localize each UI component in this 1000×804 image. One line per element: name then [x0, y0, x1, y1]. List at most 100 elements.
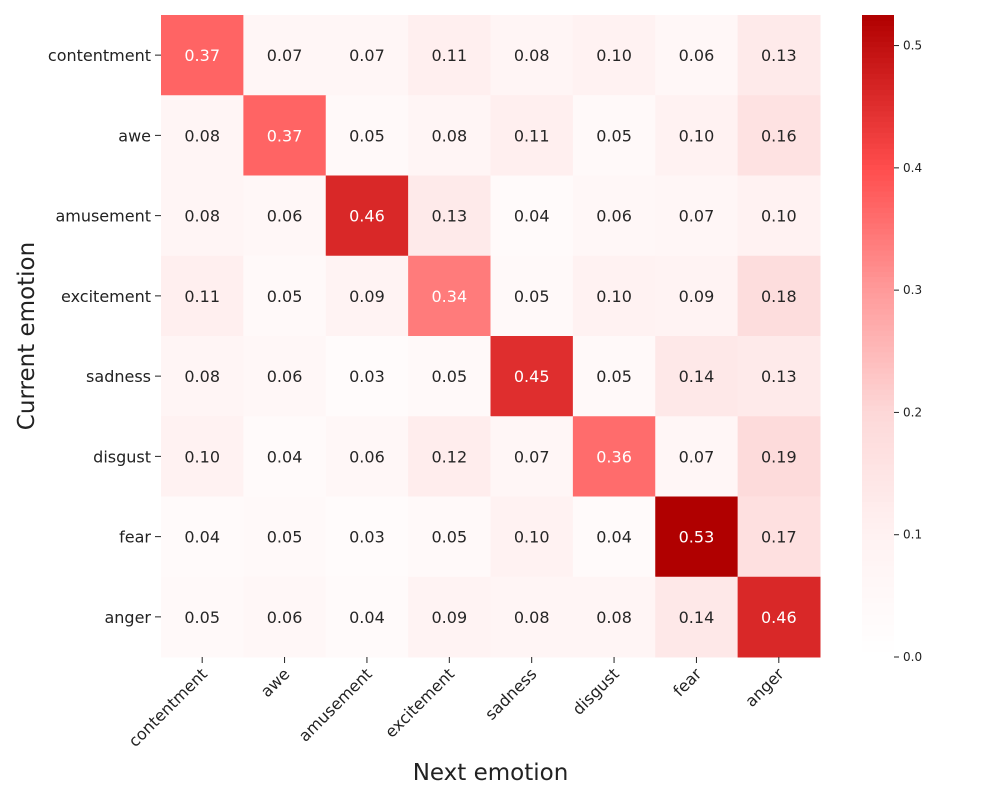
x-tick-label: disgust: [569, 664, 623, 718]
colorbar-segment: [862, 122, 894, 128]
y-tick-label: excitement: [61, 287, 151, 306]
heatmap-cell: [572, 175, 656, 257]
colorbar-tick-label: 0.0: [903, 650, 922, 664]
colorbar-segment: [862, 453, 894, 460]
heatmap-cell: [161, 576, 244, 658]
cell-value: 0.06: [267, 608, 303, 627]
y-tick-label: contentment: [48, 46, 151, 65]
colorbar-segment: [862, 127, 894, 134]
heatmap-cell: [408, 416, 491, 497]
colorbar-segment: [862, 582, 894, 589]
colorbar-segment: [862, 271, 894, 278]
heatmap-cell: [243, 95, 327, 176]
cell-value: 0.11: [432, 46, 468, 65]
cell-value: 0.37: [184, 46, 220, 65]
colorbar-segment: [862, 309, 894, 316]
cell-value: 0.10: [761, 207, 797, 226]
cell-value: 0.05: [349, 126, 385, 145]
cell-value: 0.06: [349, 447, 385, 466]
colorbar-segment: [862, 378, 894, 385]
colorbar-segment: [862, 105, 894, 112]
colorbar-segment: [862, 640, 894, 647]
cell-value: 0.07: [679, 447, 715, 466]
colorbar-segment: [862, 608, 894, 615]
cell-value: 0.12: [432, 447, 468, 466]
heatmap-cell: [490, 255, 574, 337]
colorbar-segment: [862, 207, 894, 214]
cell-value: 0.05: [432, 367, 468, 386]
colorbar-segment: [862, 84, 894, 91]
colorbar-segment: [862, 485, 894, 492]
heatmap-cell: [737, 15, 821, 96]
colorbar-segment: [862, 282, 894, 289]
colorbar-segment: [862, 314, 894, 321]
heatmap-cell: [161, 336, 244, 417]
colorbar-segment: [862, 116, 894, 123]
cell-value: 0.13: [761, 367, 797, 386]
heatmap-cell: [243, 576, 327, 658]
cell-value: 0.06: [267, 367, 303, 386]
colorbar-segment: [862, 544, 894, 551]
heatmap-cell: [737, 255, 821, 337]
colorbar-segment: [862, 100, 894, 107]
heatmap-cell: [737, 336, 821, 417]
heatmap-cell: [408, 576, 491, 658]
heatmap-cell: [572, 15, 656, 96]
colorbar-segment: [862, 79, 894, 86]
colorbar-segment: [862, 346, 894, 353]
colorbar-segment: [862, 143, 894, 150]
heatmap-cell: [490, 15, 574, 96]
colorbar-segment: [862, 287, 894, 294]
colorbar-segment: [862, 426, 894, 433]
cell-value: 0.08: [432, 126, 468, 145]
cell-value: 0.09: [679, 287, 715, 306]
heatmap-cell: [572, 576, 656, 658]
colorbar-segment: [862, 448, 894, 455]
heatmap-cell: [572, 255, 656, 337]
cell-value: 0.07: [679, 207, 715, 226]
colorbar-segment: [862, 47, 894, 54]
colorbar-segment: [862, 362, 894, 369]
cell-value: 0.14: [679, 367, 715, 386]
colorbar-segment: [862, 170, 894, 177]
colorbar-segment: [862, 646, 894, 653]
colorbar-segment: [862, 598, 894, 605]
colorbar-segment: [862, 432, 894, 439]
heatmap-cell: [655, 15, 739, 96]
x-tick-label: excitement: [381, 664, 458, 741]
cell-value: 0.53: [679, 528, 715, 547]
cell-value: 0.11: [184, 287, 220, 306]
cell-value: 0.17: [761, 528, 797, 547]
x-tick-label: sadness: [481, 664, 540, 723]
heatmap-cell: [161, 95, 244, 176]
colorbar-segment: [862, 180, 894, 187]
cell-value: 0.05: [514, 287, 550, 306]
x-tick-label: anger: [741, 664, 788, 711]
colorbar-segment: [862, 95, 894, 102]
cell-value: 0.16: [761, 126, 797, 145]
colorbar-tick-label: 0.4: [903, 161, 922, 175]
heatmap-cell: [737, 496, 821, 578]
colorbar-segment: [862, 255, 894, 262]
colorbar-segment: [862, 496, 894, 503]
heatmap-cell: [572, 336, 656, 417]
colorbar-segment: [862, 443, 894, 449]
cell-value: 0.07: [267, 46, 303, 65]
colorbar-segment: [862, 73, 894, 80]
cell-value: 0.05: [267, 287, 303, 306]
heatmap-cell: [490, 576, 574, 658]
y-tick-label: disgust: [93, 447, 151, 466]
colorbar-segment: [862, 148, 894, 155]
colorbar-segment: [862, 421, 894, 428]
colorbar-segment: [862, 394, 894, 401]
x-tick-label: amusement: [295, 664, 376, 745]
heatmap-cell: [655, 576, 739, 658]
heatmap-cell: [490, 175, 574, 257]
cell-value: 0.10: [596, 287, 632, 306]
colorbar-segment: [862, 368, 894, 375]
cell-value: 0.08: [596, 608, 632, 627]
colorbar-segment: [862, 341, 894, 348]
cell-value: 0.04: [267, 447, 303, 466]
cell-value: 0.04: [596, 528, 632, 547]
x-axis-label: Next emotion: [413, 760, 569, 786]
